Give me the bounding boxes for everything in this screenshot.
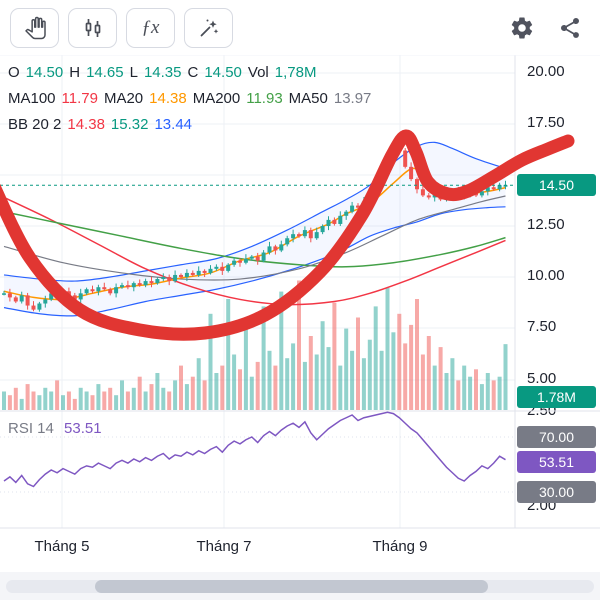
share-icon	[561, 17, 579, 38]
toolbar: ƒx	[0, 0, 600, 55]
chart-legend: O 14.50 H 14.65 L 14.35 C 14.50 Vol 1,78…	[8, 59, 377, 137]
ma100-value: 11.79	[61, 89, 98, 107]
time-axis-label: Tháng 9	[372, 538, 428, 555]
price-axis-label: 12.50	[527, 216, 565, 233]
toolbar-right-group	[506, 12, 590, 44]
ohlc-row: O 14.50 H 14.65 L 14.35 C 14.50 Vol 1,78…	[8, 59, 377, 85]
volume-value: 1,78M	[274, 63, 317, 81]
price-axis-label: 10.00	[527, 267, 565, 284]
bb-upper-value: 15.32	[110, 115, 149, 133]
last-price-badge: 14.50	[517, 174, 596, 196]
ma20-value: 14.38	[149, 89, 187, 107]
pan-tool-button[interactable]	[10, 7, 59, 48]
gear-icon	[511, 17, 533, 38]
ma100-label: MA100	[8, 89, 56, 107]
close-label: C	[187, 63, 199, 81]
share-button[interactable]	[554, 12, 586, 44]
ma200-label: MA200	[192, 89, 241, 107]
rsi-legend: RSI 14 53.51	[8, 420, 108, 437]
time-axis[interactable]: Tháng 5 Tháng 7 Tháng 9	[0, 538, 600, 562]
ma200-value: 11.93	[246, 89, 283, 107]
volume-label: Vol	[247, 63, 269, 81]
magic-tools-button[interactable]	[184, 7, 233, 48]
close-value: 14.50	[204, 63, 242, 81]
open-value: 14.50	[25, 63, 64, 81]
time-axis-label: Tháng 7	[196, 538, 252, 555]
rsi-label: RSI 14	[8, 420, 54, 437]
low-value: 14.35	[143, 63, 182, 81]
ma-row: MA100 11.79 MA20 14.38 MA200 11.93 MA50 …	[8, 85, 377, 111]
candles-indicator-icon	[85, 18, 100, 37]
rsi-value: 53.51	[64, 420, 102, 437]
high-value: 14.65	[86, 63, 124, 81]
bb-basis-value: 14.38	[67, 115, 105, 133]
low-label: L	[129, 63, 138, 81]
ma20-label: MA20	[103, 89, 144, 107]
price-axis-label: 5.00	[527, 370, 557, 387]
ma50-value: 13.97	[333, 89, 372, 107]
function-button[interactable]: ƒx	[126, 7, 175, 48]
bb-row: BB 20 2 14.38 15.32 13.44	[8, 111, 377, 137]
magic-wand-icon	[200, 19, 218, 36]
bb-lower-value: 13.44	[154, 115, 193, 133]
high-label: H	[69, 63, 81, 81]
time-axis-label: Tháng 5	[34, 538, 90, 555]
open-label: O	[8, 63, 20, 81]
hand-pan-icon	[24, 16, 46, 39]
ma50-label: MA50	[288, 89, 328, 107]
indicators-button[interactable]	[68, 7, 117, 48]
fx-icon: ƒx	[141, 16, 160, 38]
price-axis-label: 20.00	[527, 63, 565, 80]
settings-button[interactable]	[506, 12, 538, 44]
bb-label: BB 20 2	[8, 115, 62, 133]
rsi-value-badge: 53.51	[517, 451, 596, 473]
rsi-lower-band-badge: 30.00	[517, 481, 596, 503]
scrollbar-thumb[interactable]	[95, 580, 488, 593]
price-axis-label: 7.50	[527, 318, 557, 335]
price-axis-label: 17.50	[527, 114, 565, 131]
rsi-upper-band-badge: 70.00	[517, 426, 596, 448]
volume-badge: 1.78M	[517, 386, 596, 408]
